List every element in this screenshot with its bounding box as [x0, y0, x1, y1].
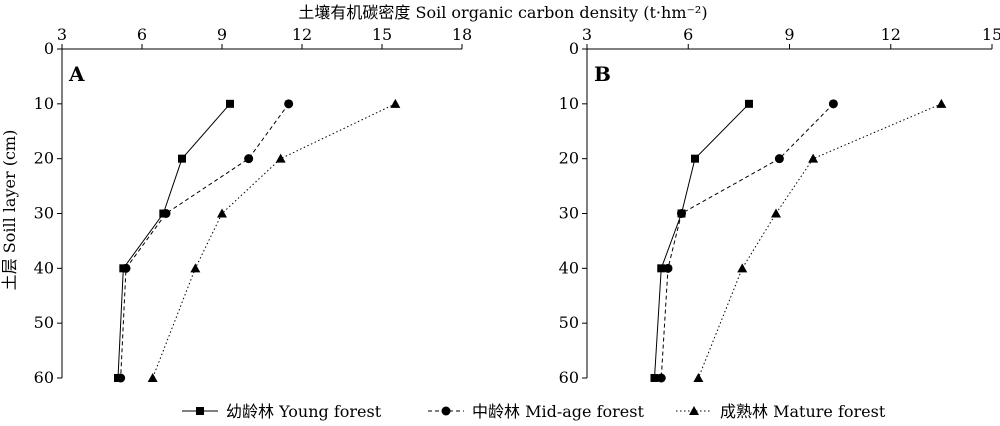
y-tick-label: 30: [559, 204, 579, 223]
data-point: [244, 154, 254, 164]
data-point: [808, 153, 819, 163]
data-point: [116, 373, 126, 383]
data-point: [657, 264, 666, 273]
series-mid-age: [656, 99, 838, 383]
panel-a: 3 6 9 12 15 18 0 10 20 30 40 50 60 A: [34, 25, 473, 387]
y-tick-label: 20: [34, 149, 54, 168]
data-point: [771, 208, 781, 218]
data-point: [677, 209, 686, 218]
data-point: [190, 263, 201, 273]
y-tick-label: 0: [569, 39, 579, 58]
data-point: [275, 153, 286, 163]
data-point: [178, 154, 186, 163]
data-point: [745, 99, 753, 108]
panel-label: B: [594, 62, 611, 86]
data-point: [121, 263, 131, 273]
data-point: [161, 209, 171, 218]
legend-marker: [196, 407, 204, 415]
data-point: [284, 99, 294, 109]
legend-marker: [441, 406, 451, 416]
x-tick-label: 3: [582, 25, 592, 44]
y-tick-label: 60: [34, 368, 54, 387]
legend-label: 中龄林 Mid-age forest: [472, 402, 644, 421]
data-point: [774, 154, 784, 164]
data-point: [147, 373, 158, 382]
series-young: [650, 99, 753, 382]
data-point: [663, 263, 673, 273]
y-tick-label: 30: [34, 204, 54, 223]
data-point: [217, 208, 227, 218]
x-tick-label: 6: [137, 25, 147, 44]
x-tick-label: 9: [217, 25, 227, 44]
y-tick-label: 60: [559, 368, 579, 387]
legend-label: 成熟林 Mature forest: [720, 402, 886, 421]
legend: 幼龄林 Young forest 中龄林 Mid-age forest 成熟林 Ma…: [182, 402, 886, 421]
x-tick-label: 12: [292, 25, 312, 44]
y-tick-label: 50: [559, 313, 579, 332]
y-tick-label: 40: [559, 258, 579, 277]
series-mid-age: [116, 99, 294, 383]
series-line: [120, 103, 290, 379]
y-tick-label: 10: [34, 94, 54, 113]
panel-b: 3 6 9 12 15 0 10 20 30 40 50 60 B: [559, 25, 1000, 387]
y-tick-label: 50: [34, 313, 54, 332]
top-axis-title: 土壤有机碳密度 Soil organic carbon density (t·h…: [298, 3, 707, 22]
series-line: [660, 103, 834, 379]
data-point: [691, 154, 699, 163]
series-line: [117, 103, 231, 379]
series-line: [697, 103, 942, 379]
series-line: [152, 103, 396, 379]
legend-marker: [689, 406, 699, 415]
x-tick-label: 12: [881, 25, 901, 44]
y-tick-label: 20: [559, 149, 579, 168]
x-tick-label: 9: [784, 25, 794, 44]
data-point: [656, 373, 666, 383]
x-tick-label: 6: [683, 25, 693, 44]
series-mature: [147, 98, 401, 382]
y-tick-label: 40: [34, 258, 54, 277]
y-axis-title: 土层 Soill layer (cm): [0, 130, 19, 291]
series-line: [654, 103, 750, 379]
data-point: [936, 98, 947, 108]
series-mature: [693, 98, 947, 382]
series-young: [114, 99, 234, 382]
data-point: [226, 99, 234, 108]
x-tick-label: 15: [982, 25, 1000, 44]
data-point: [693, 373, 704, 382]
data-point: [828, 99, 838, 109]
y-tick-label: 10: [559, 94, 579, 113]
x-tick-label: 3: [57, 25, 67, 44]
data-point: [390, 98, 401, 108]
y-tick-label: 0: [44, 39, 54, 58]
data-point: [650, 374, 659, 382]
data-point: [737, 263, 748, 273]
x-tick-label: 18: [452, 25, 472, 44]
panel-label: A: [68, 62, 85, 86]
legend-label: 幼龄林 Young forest: [226, 402, 382, 421]
x-tick-label: 15: [372, 25, 392, 44]
